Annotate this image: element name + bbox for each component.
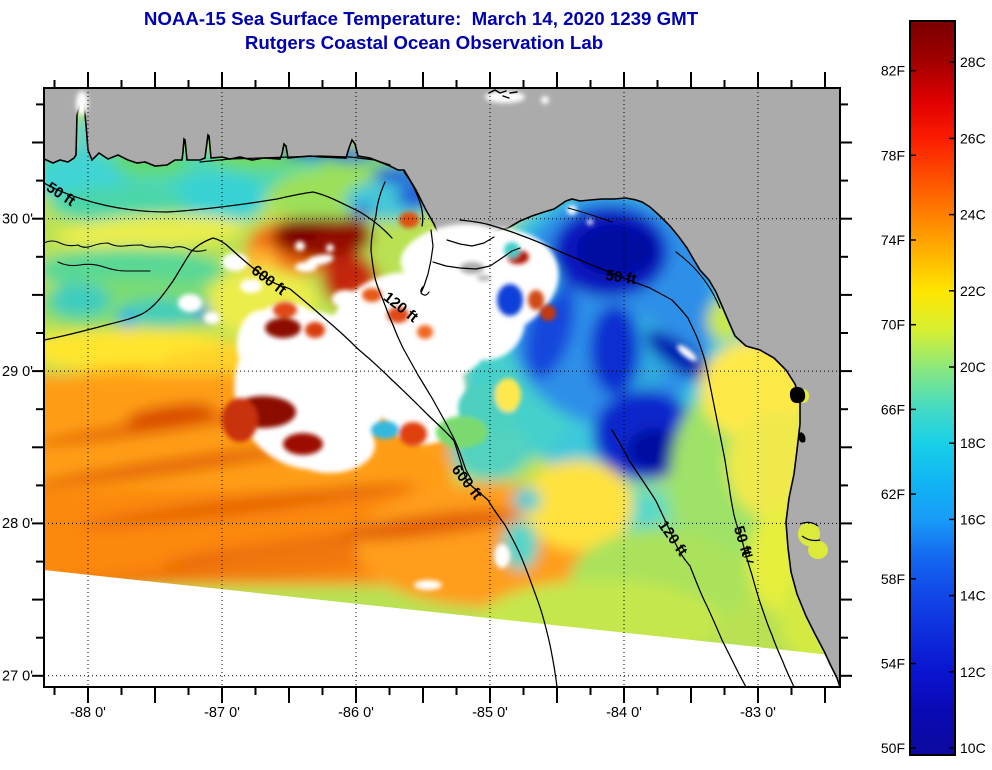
svg-text:70F: 70F	[881, 317, 905, 333]
svg-text:18C: 18C	[960, 435, 986, 451]
svg-text:30 0': 30 0'	[2, 212, 33, 228]
svg-text:50 ft: 50 ft	[604, 267, 637, 288]
svg-text:-85 0': -85 0'	[472, 705, 508, 721]
svg-text:10C: 10C	[960, 740, 986, 756]
svg-text:82F: 82F	[881, 63, 905, 79]
svg-text:12C: 12C	[960, 664, 986, 680]
svg-text:50F: 50F	[881, 740, 905, 756]
svg-text:-84 0': -84 0'	[606, 705, 642, 721]
svg-text:-86 0': -86 0'	[338, 705, 374, 721]
svg-text:20C: 20C	[960, 359, 986, 375]
svg-text:78F: 78F	[881, 147, 905, 163]
svg-text:58F: 58F	[881, 571, 905, 587]
svg-text:-83 0': -83 0'	[740, 705, 776, 721]
svg-text:22C: 22C	[960, 283, 986, 299]
svg-text:-88 0': -88 0'	[70, 705, 106, 721]
svg-text:24C: 24C	[960, 207, 986, 223]
svg-text:54F: 54F	[881, 656, 905, 672]
svg-text:62F: 62F	[881, 486, 905, 502]
svg-text:27 0': 27 0'	[2, 669, 33, 685]
svg-text:14C: 14C	[960, 588, 986, 604]
svg-text:29 0': 29 0'	[2, 364, 33, 380]
svg-text:28 0': 28 0'	[2, 516, 33, 532]
svg-text:66F: 66F	[881, 401, 905, 417]
svg-text:NOAA-15 Sea Surface Temperatur: NOAA-15 Sea Surface Temperature: March 1…	[144, 8, 699, 29]
svg-text:28C: 28C	[960, 54, 986, 70]
svg-text:Rutgers Coastal Ocean Observat: Rutgers Coastal Ocean Observation Lab	[245, 32, 603, 53]
svg-text:-87 0': -87 0'	[204, 705, 240, 721]
svg-text:74F: 74F	[881, 232, 905, 248]
svg-text:16C: 16C	[960, 511, 986, 527]
svg-text:26C: 26C	[960, 130, 986, 146]
